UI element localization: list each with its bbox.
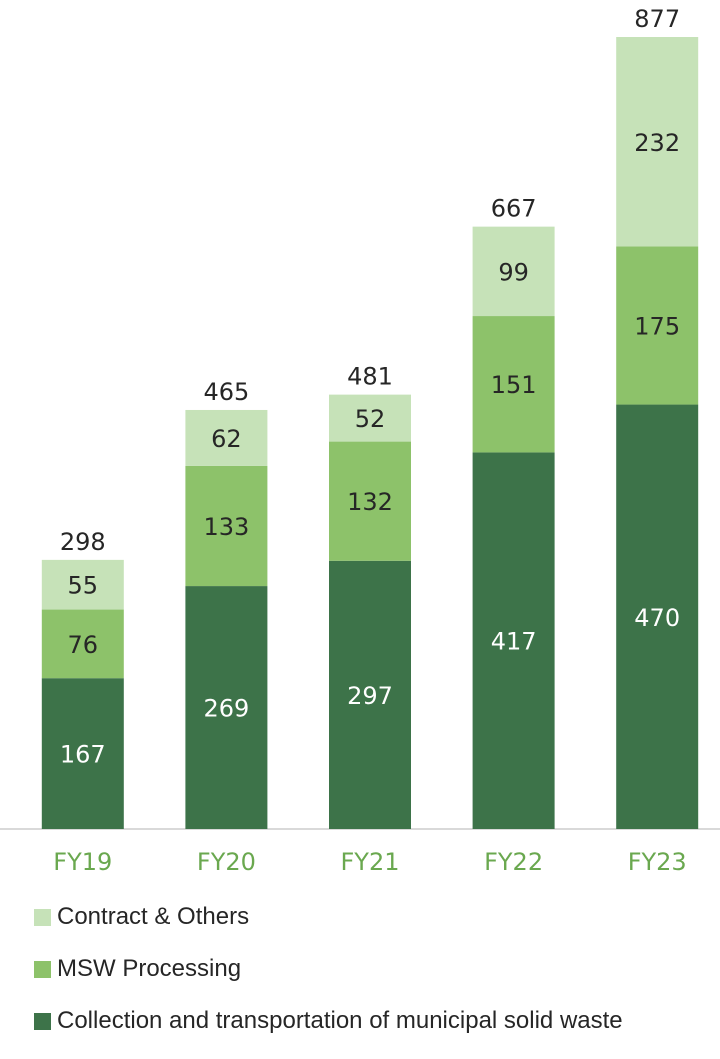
data-label: 417 [491, 628, 537, 656]
data-label: 232 [634, 129, 680, 157]
legend-item: Collection and transportation of municip… [34, 1007, 623, 1035]
data-label: 76 [68, 631, 99, 659]
legend-label: Contract & Others [57, 903, 250, 930]
bar-segment [41, 609, 124, 679]
category-label: FY19 [53, 848, 112, 876]
bar-segment [41, 559, 124, 610]
bar-segment [41, 678, 124, 829]
bar-segment [616, 404, 699, 829]
data-label: 175 [634, 313, 680, 341]
bar-segment [185, 409, 268, 466]
bar-segment [616, 37, 699, 247]
total-label: 877 [634, 5, 680, 33]
bar-segment [185, 465, 268, 587]
category-label: FY22 [484, 848, 543, 876]
bar-segment [472, 226, 555, 317]
legend-swatch [34, 1012, 51, 1030]
legend: Contract & Others MSW Processing Collectio… [34, 903, 623, 1059]
total-label: 465 [203, 378, 249, 406]
category-label: FY23 [628, 848, 687, 876]
legend-item: Contract & Others [34, 903, 623, 931]
data-label: 52 [355, 405, 386, 433]
bars-group [41, 37, 699, 829]
bar-segment [329, 394, 411, 442]
legend-item: MSW Processing [34, 955, 623, 983]
data-label: 62 [211, 425, 242, 453]
total-label: 481 [347, 363, 393, 391]
data-label: 167 [60, 741, 106, 769]
stacked-bar-chart: 167 76 55 298 FY19 269 133 62 465 FY20 297 132 52 481… [0, 5, 720, 876]
bar-segment [329, 441, 411, 561]
bar-segment [472, 452, 555, 829]
legend-swatch [34, 908, 51, 926]
data-label: 55 [68, 572, 99, 600]
data-label: 470 [634, 604, 680, 632]
data-label: 297 [347, 682, 393, 710]
category-label: FY21 [340, 848, 399, 876]
category-label: FY20 [197, 848, 256, 876]
data-label: 132 [347, 488, 393, 516]
labels-group: 167 76 55 298 FY19 269 133 62 465 FY20 297 132 52 481… [53, 5, 686, 876]
data-label: 133 [203, 513, 249, 541]
data-label: 151 [491, 371, 537, 399]
bar-segment [185, 586, 268, 829]
data-label: 269 [203, 695, 249, 723]
legend-label: Collection and transportation of municip… [57, 1007, 623, 1034]
total-label: 667 [491, 195, 537, 223]
bar-segment [472, 316, 555, 453]
data-label: 99 [498, 258, 529, 286]
legend-swatch [34, 960, 51, 978]
bar-segment [329, 560, 411, 829]
bar-segment [616, 246, 699, 405]
total-label: 298 [60, 528, 106, 556]
legend-label: MSW Processing [57, 955, 242, 982]
